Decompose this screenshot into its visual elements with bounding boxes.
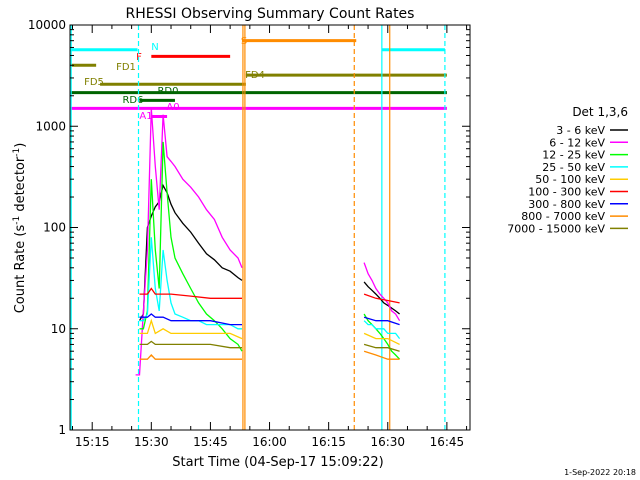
y-axis-label-main: Count Rate (s (13, 225, 28, 314)
series-line (363, 350, 400, 360)
vertical-markers (70, 25, 446, 430)
series-line (135, 108, 243, 376)
svg-text:Count Rate (s-1 detector-1): Count Rate (s-1 detector-1) (12, 143, 28, 314)
flag-bars: NF S FD1 FD4 FD5 RD0 RD6 A0 A1 (70, 36, 447, 122)
y-tick-label: 10 (51, 322, 66, 336)
y-axis-label: Count Rate (s-1 detector-1) (12, 143, 28, 314)
series-line (363, 293, 400, 304)
x-tick-label: 16:45 (430, 435, 465, 449)
y-axis-label-sup2: -1 (12, 148, 22, 157)
x-tick-label: 16:15 (311, 435, 346, 449)
flag-label: A1 (139, 111, 152, 122)
series-line (139, 313, 242, 326)
flag-label: FD4 (245, 70, 265, 81)
series-line (138, 183, 243, 322)
series-line (363, 316, 400, 326)
series-line (363, 320, 401, 339)
flag-label: RD6 (122, 95, 143, 106)
series-line (363, 281, 400, 315)
x-tick-label: 15:30 (134, 435, 169, 449)
legend-label: 50 - 100 keV (535, 173, 605, 186)
flag-label: S (241, 36, 247, 47)
plot-frame (69, 24, 471, 431)
flag-label: FD1 (116, 62, 136, 73)
x-tick-label: 16:00 (252, 435, 287, 449)
y-axis-label-sup1: -1 (12, 216, 22, 225)
y-axis-label-end: ) (13, 143, 28, 148)
x-tick-label: 16:30 (370, 435, 405, 449)
x-axis: 15:15 15:30 15:45 16:00 16:15 16:30 16:45 (71, 25, 468, 449)
legend-label: 6 - 12 keV (549, 136, 605, 149)
series-line (139, 354, 242, 360)
flag-label: RD0 (157, 86, 178, 97)
legend-label: 3 - 6 keV (556, 124, 605, 137)
legend-label: 300 - 800 keV (528, 198, 605, 211)
flag-label: A0 (166, 102, 179, 113)
series-line (363, 313, 401, 360)
series-line (363, 343, 400, 352)
series-line (139, 340, 242, 349)
series-line (139, 287, 242, 299)
legend-label: 12 - 25 keV (542, 149, 605, 162)
flag-label: F (136, 52, 142, 63)
y-tick-label: 100 (43, 221, 66, 235)
series-line (139, 237, 242, 330)
series-lines (135, 108, 401, 376)
series-line (139, 141, 243, 352)
x-tick-label: 15:45 (193, 435, 228, 449)
y-tick-label: 10000 (28, 18, 66, 32)
y-axis-label-mid: detector (13, 156, 28, 216)
legend-label: 800 - 7000 keV (521, 210, 605, 223)
series-line (139, 318, 243, 340)
y-axis: 1 10 100 1000 10000 (28, 18, 470, 437)
legend-label: 7000 - 15000 keV (507, 222, 605, 235)
y-tick-label: 1 (58, 423, 66, 437)
legend-title: Det 1,3,6 (572, 105, 628, 119)
flag-label: FD5 (84, 77, 104, 88)
x-axis-label: Start Time (04-Sep-17 15:09:22) (172, 455, 383, 470)
legend-label: 25 - 50 keV (542, 161, 605, 174)
chart-title: RHESSI Observing Summary Count Rates (126, 6, 415, 22)
y-tick-label: 1000 (35, 119, 66, 133)
series-line (363, 332, 400, 345)
x-tick-label: 15:15 (75, 435, 110, 449)
flag-label: N (151, 42, 158, 53)
legend-label: 100 - 300 keV (528, 186, 605, 199)
series-line (363, 262, 401, 322)
footer-timestamp: 1-Sep-2022 20:18 (564, 468, 636, 477)
